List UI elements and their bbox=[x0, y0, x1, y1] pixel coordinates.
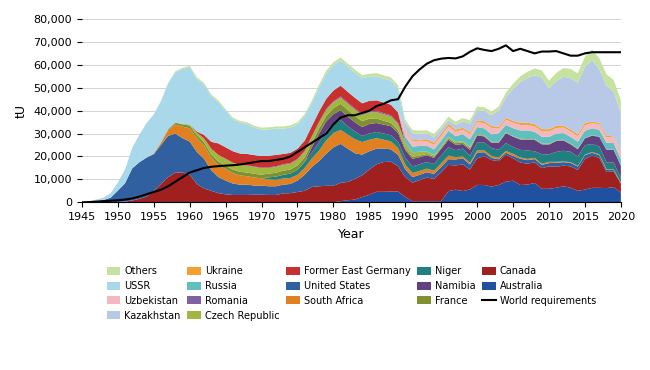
Legend: Others, USSR, Uzbekistan, Kazakhstan, Ukraine, Russia, Romania, Czech Republic, : Others, USSR, Uzbekistan, Kazakhstan, Uk… bbox=[103, 262, 600, 324]
Y-axis label: tU: tU bbox=[15, 104, 28, 118]
X-axis label: Year: Year bbox=[338, 228, 365, 240]
